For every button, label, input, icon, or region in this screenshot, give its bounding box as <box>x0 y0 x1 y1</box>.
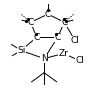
Text: N: N <box>41 54 48 63</box>
Text: Si: Si <box>17 46 25 55</box>
Text: Cl: Cl <box>70 36 79 45</box>
Text: C: C <box>28 18 34 27</box>
Text: Cl: Cl <box>75 56 84 65</box>
Text: Zr: Zr <box>58 49 68 58</box>
Text: C: C <box>54 33 61 42</box>
Text: C: C <box>33 33 40 42</box>
Text: C: C <box>61 18 67 27</box>
Text: C: C <box>45 10 51 19</box>
